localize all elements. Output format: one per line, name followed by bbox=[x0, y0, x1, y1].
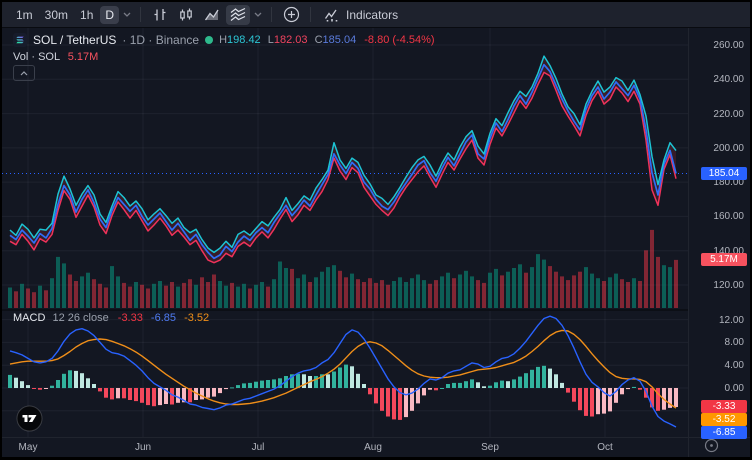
price-chart-canvas[interactable] bbox=[0, 0, 752, 460]
low-value: 182.03 bbox=[274, 34, 308, 46]
symbol-title[interactable]: SOL / TetherUS bbox=[33, 33, 116, 47]
change-value: -8.80 (-4.54%) bbox=[364, 34, 434, 46]
timeframe-1h-button[interactable]: 1h bbox=[75, 6, 98, 24]
toolbar-separator bbox=[271, 7, 272, 22]
price-axis-label: 120.00 bbox=[688, 280, 744, 291]
time-axis-label: Jun bbox=[135, 442, 151, 453]
macd-line-value: -6.85 bbox=[151, 312, 176, 324]
high-label: H bbox=[219, 34, 227, 46]
chart-style-dropdown-chevron-icon[interactable] bbox=[251, 5, 265, 25]
price-axis-label: 240.00 bbox=[688, 74, 744, 85]
macd-hist-value: -3.33 bbox=[118, 312, 143, 324]
time-axis-label: Aug bbox=[364, 442, 382, 453]
high-low-fill bbox=[10, 56, 676, 263]
timeframe-1d-button[interactable]: D bbox=[100, 6, 119, 24]
price-axis-label: 200.00 bbox=[688, 143, 744, 154]
symbol-details: · 1D · Binance bbox=[122, 33, 199, 47]
timeframe-1m-button[interactable]: 1m bbox=[11, 6, 38, 24]
hollow-candles-icon[interactable] bbox=[174, 5, 198, 25]
market-status-dot[interactable] bbox=[205, 36, 213, 44]
close-label: C bbox=[315, 34, 323, 46]
time-axis-label: May bbox=[19, 442, 38, 453]
time-axis-label: Sep bbox=[481, 442, 499, 453]
macd-signal-badge: -3.52 bbox=[701, 413, 747, 426]
area-chart-icon[interactable] bbox=[200, 5, 224, 25]
volume-legend[interactable]: Vol · SOL 5.17M bbox=[13, 51, 98, 63]
volume-badge: 5.17M bbox=[701, 253, 747, 266]
close-value: 185.04 bbox=[323, 34, 357, 46]
pane-divider[interactable] bbox=[2, 309, 688, 311]
macd-axis-label: 4.00 bbox=[688, 360, 744, 371]
price-axis-label: 160.00 bbox=[688, 211, 744, 222]
toolbar-separator bbox=[140, 7, 141, 22]
symbol-legend[interactable]: SOL / TetherUS · 1D · Binance H198.42 L1… bbox=[13, 33, 435, 47]
ohlc-values: H198.42 L182.03 C185.04 -8.80 (-4.54%) bbox=[219, 34, 435, 46]
high-value: 198.42 bbox=[227, 34, 261, 46]
price-close-line bbox=[10, 65, 676, 259]
time-axis-label: Oct bbox=[597, 442, 613, 453]
macd-axis-label: 0.00 bbox=[688, 383, 744, 394]
sol-logo-icon bbox=[13, 33, 27, 47]
chart-toolbar: 1m 30m 1h D Indicators bbox=[2, 2, 750, 28]
chevron-up-icon bbox=[20, 71, 28, 76]
time-axis-border bbox=[2, 437, 750, 438]
time-axis-label: Jul bbox=[252, 442, 265, 453]
indicators-icon bbox=[323, 6, 341, 24]
price-axis-label: 220.00 bbox=[688, 109, 744, 120]
macd-axis-label: 12.00 bbox=[688, 315, 744, 326]
last-price-badge: 185.04 bbox=[701, 167, 747, 180]
indicators-label: Indicators bbox=[346, 8, 398, 22]
macd-signal-value: -3.52 bbox=[184, 312, 209, 324]
tradingview-logo[interactable] bbox=[16, 405, 43, 432]
timeframe-dropdown-chevron-icon[interactable] bbox=[120, 5, 134, 25]
macd-hist-badge: -3.33 bbox=[701, 400, 747, 413]
compare-add-icon[interactable] bbox=[279, 5, 303, 25]
volume-label: Vol · SOL bbox=[13, 51, 60, 63]
indicators-button[interactable]: Indicators bbox=[317, 4, 404, 26]
macd-title: MACD bbox=[13, 312, 45, 324]
timezone-clock-icon[interactable] bbox=[704, 438, 719, 453]
macd-params: 12 26 close bbox=[52, 312, 108, 324]
volume-bars bbox=[8, 230, 678, 308]
collapse-legend-button[interactable] bbox=[13, 65, 35, 81]
timeframe-30m-button[interactable]: 30m bbox=[40, 6, 73, 24]
volume-value: 5.17M bbox=[68, 51, 99, 63]
macd-histogram bbox=[8, 365, 678, 420]
price-axis-label: 260.00 bbox=[688, 40, 744, 51]
bars-icon[interactable] bbox=[148, 5, 172, 25]
toolbar-separator bbox=[310, 7, 311, 22]
macd-axis-label: 8.00 bbox=[688, 337, 744, 348]
macd-legend[interactable]: MACD 12 26 close -3.33 -6.85 -3.52 bbox=[13, 312, 209, 324]
multiline-chart-icon[interactable] bbox=[226, 5, 250, 25]
